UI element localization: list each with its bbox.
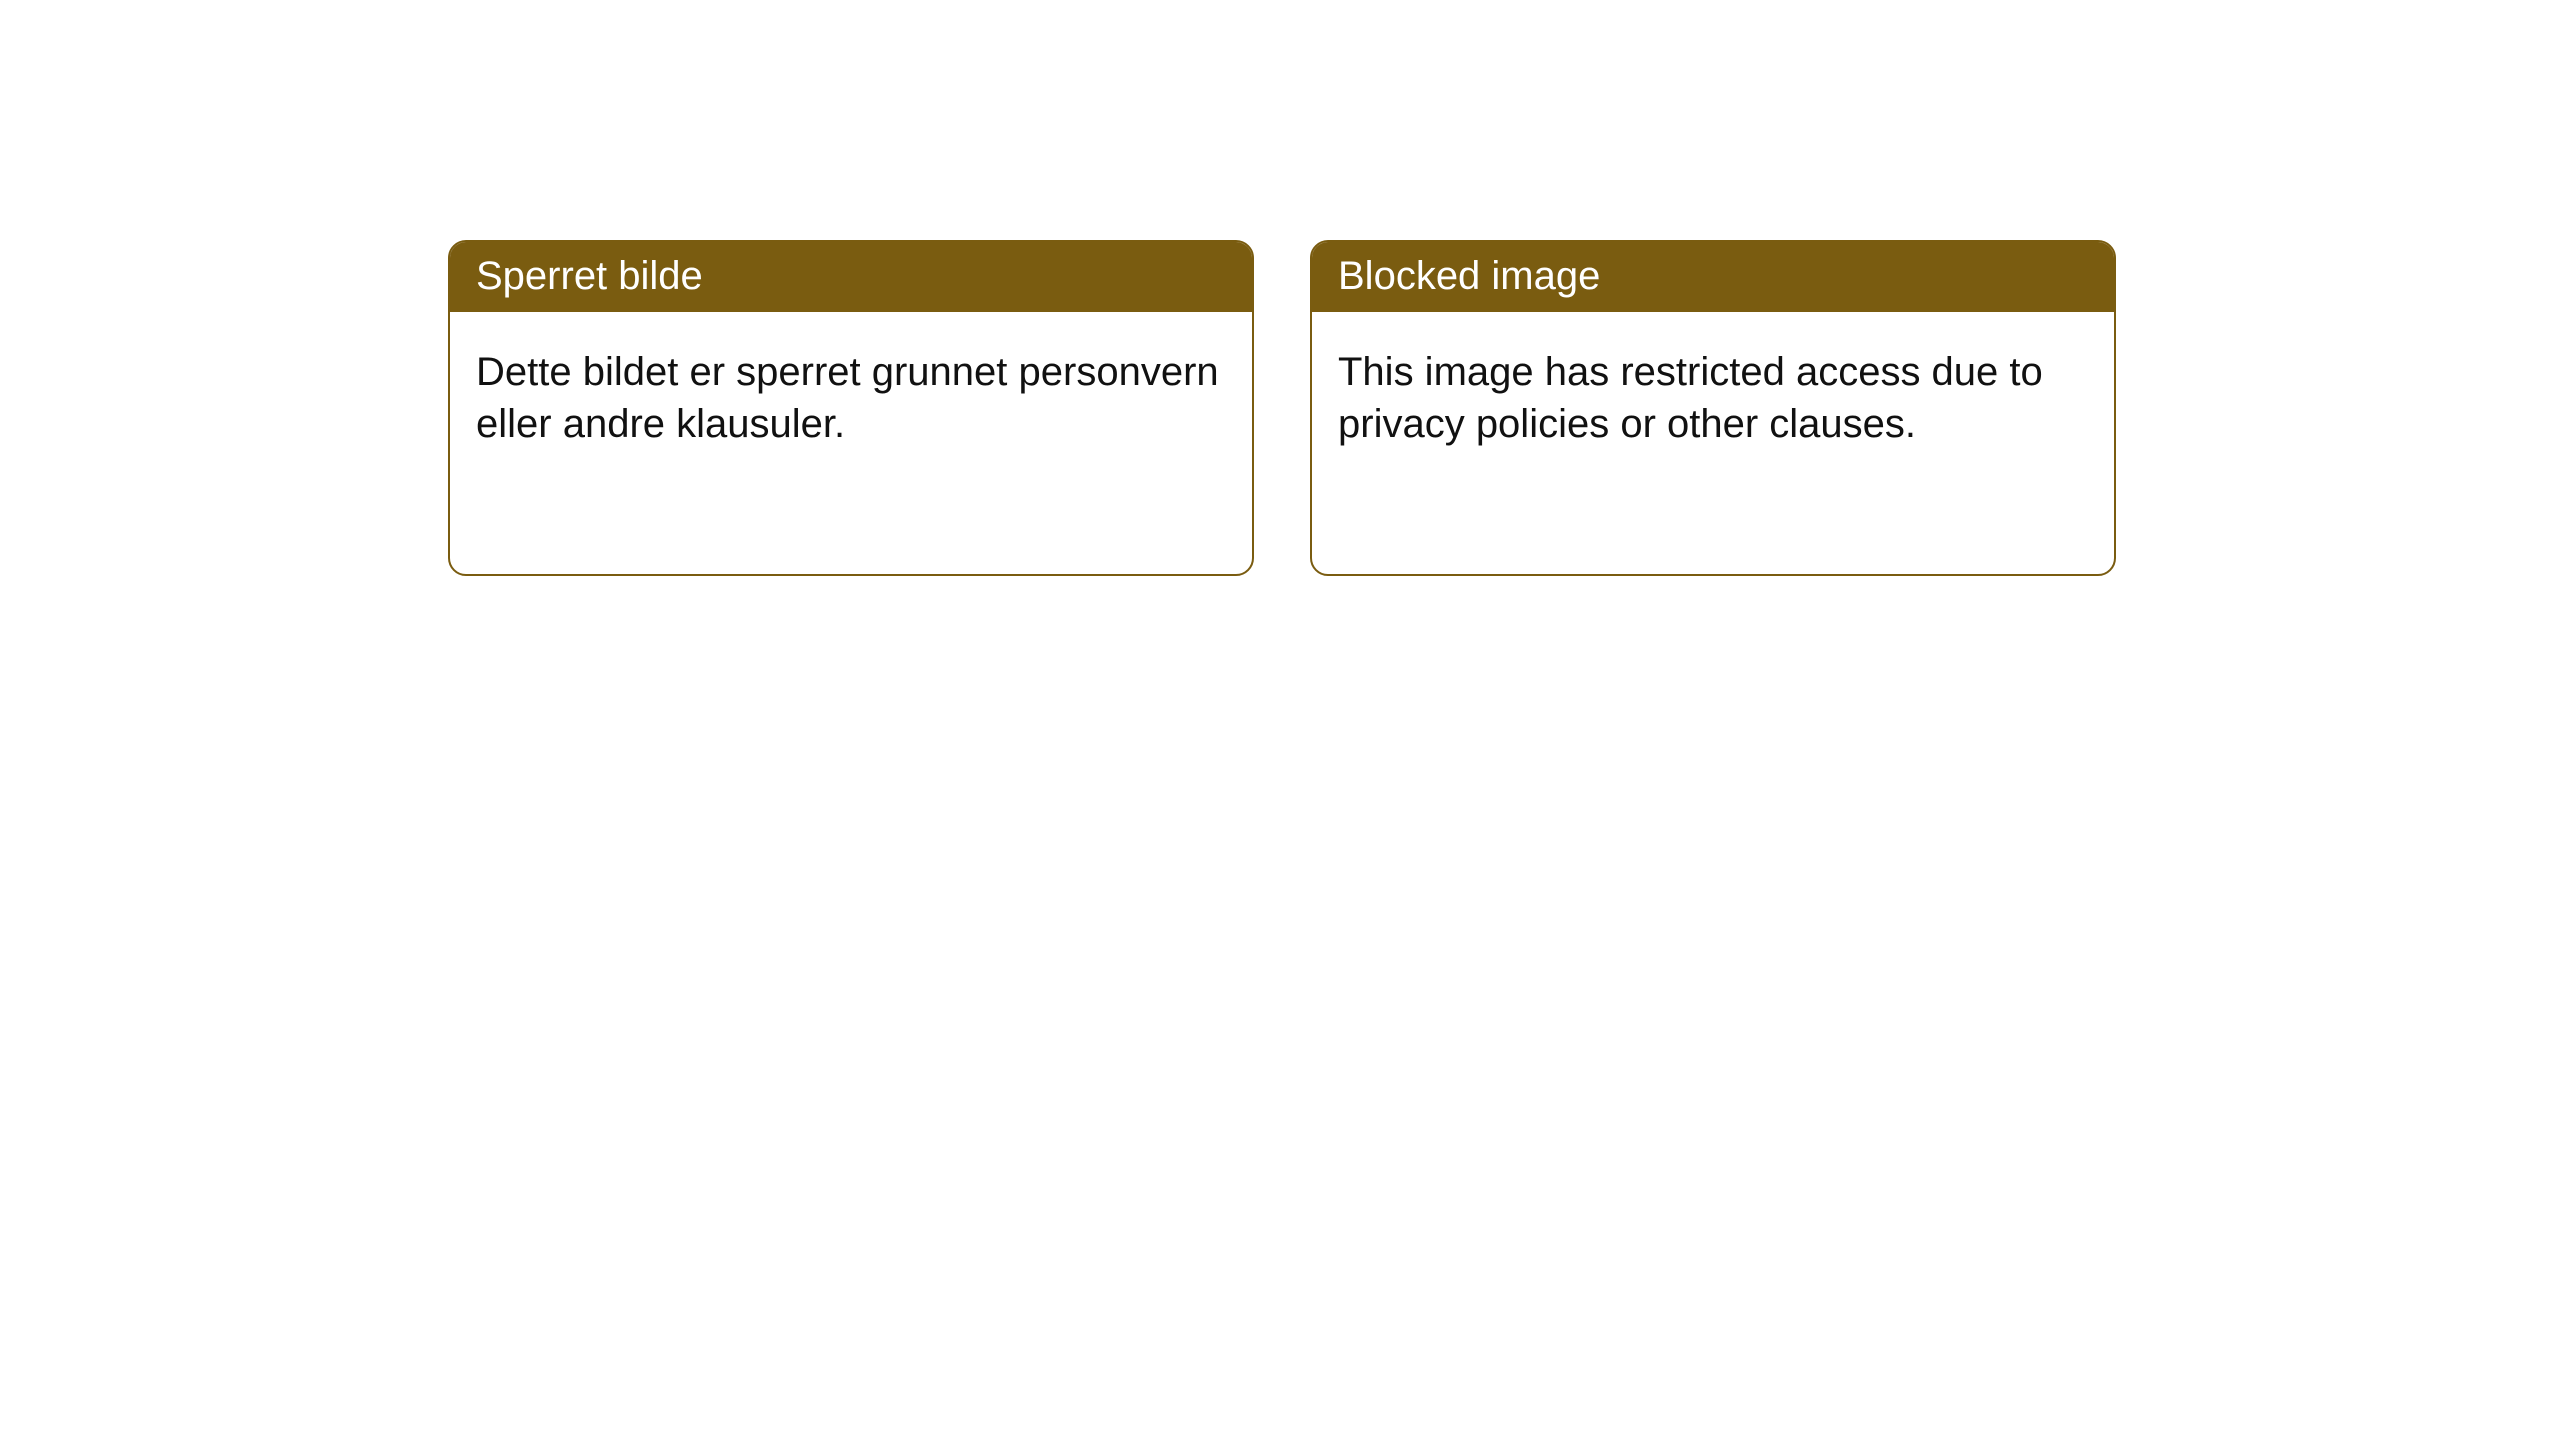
blocked-image-card-english: Blocked image This image has restricted … xyxy=(1310,240,2116,576)
card-body: Dette bildet er sperret grunnet personve… xyxy=(450,312,1252,476)
card-header: Blocked image xyxy=(1312,242,2114,312)
card-body: This image has restricted access due to … xyxy=(1312,312,2114,476)
card-header: Sperret bilde xyxy=(450,242,1252,312)
blocked-image-card-norwegian: Sperret bilde Dette bildet er sperret gr… xyxy=(448,240,1254,576)
notice-cards-container: Sperret bilde Dette bildet er sperret gr… xyxy=(0,0,2560,576)
